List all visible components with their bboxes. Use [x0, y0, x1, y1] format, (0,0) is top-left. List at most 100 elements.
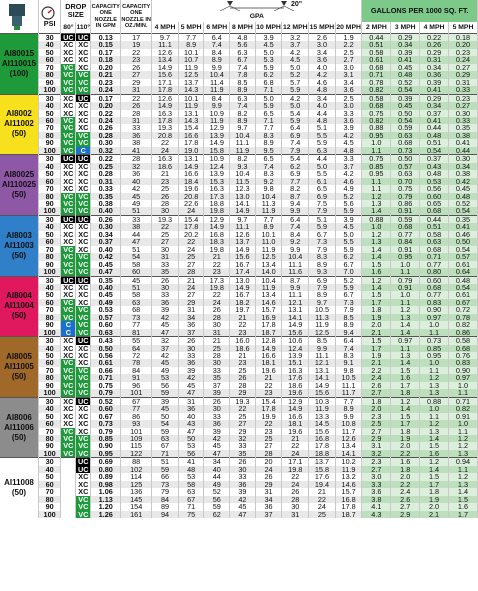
gpa-cell: 7.9: [335, 306, 363, 314]
gal-cell: 0.48: [419, 170, 449, 178]
gpa-cell: 10.1: [178, 48, 205, 57]
gal-cell: 1.0: [390, 291, 421, 299]
gpa-cell: 17.1: [151, 78, 179, 87]
drop-size-badge: XC: [75, 420, 92, 428]
gal-cell: 0.82: [361, 86, 392, 95]
gpa-cell: 30: [229, 465, 256, 474]
gpa-cell: 9.9: [281, 245, 310, 254]
gal-cell: 0.34: [390, 41, 421, 49]
gal-cell: 1.2: [448, 473, 478, 481]
drop-size-badge: VC: [60, 139, 77, 147]
psi-cell: 90: [38, 381, 62, 390]
gpa-cell: 13.9: [203, 131, 231, 140]
gal-cell: 0.29: [390, 33, 421, 42]
gpm-cell: 0.52: [90, 396, 122, 406]
rate-table: PSI DROP SIZE CAPACITY ONE NOZZLE IN GPM…: [0, 0, 478, 518]
gpa-cell: 15.4: [178, 124, 205, 132]
gal-cell: 1.5: [361, 260, 392, 269]
gal-cell: 2.4: [361, 374, 392, 382]
gpa-cell: 42: [229, 495, 256, 504]
gpa-cell: 5.2: [335, 192, 363, 200]
drop-size-badge: XC: [60, 344, 77, 353]
gpa-cell: 10.7: [178, 56, 205, 64]
table-row: 50 XC XC 0.45 58 33 27 22 16.7 13.4 11.1 8.9 6.7 1.5 1…: [0, 291, 478, 299]
gpa-cell: 19.3: [151, 214, 179, 224]
gal-cell: 2.9: [390, 510, 421, 518]
gal-cell: 0.37: [419, 154, 449, 163]
drop-size-badge: XC: [75, 298, 92, 307]
gpa-cell: 19.8: [203, 283, 231, 292]
gpm-cell: 0.20: [90, 102, 122, 110]
gpa-cell: 11.6: [281, 268, 310, 276]
gal-cell: 0.46: [448, 230, 478, 239]
gal-cell: 0.75: [361, 154, 392, 163]
gpa-cell: 7.9: [308, 245, 336, 254]
gpa-cell: 10.4: [203, 71, 231, 79]
gpa-cell: 10.1: [255, 230, 283, 239]
gal-cell: 1.4: [390, 321, 421, 329]
table-row: 70 VC VC 0.53 68 39 31 26 19.7 15.7 13.1 10.5 7.9 1.8…: [0, 306, 478, 314]
gpa-cell: 22: [203, 260, 231, 269]
gpa-cell: 2.2: [335, 41, 363, 49]
gpa-cell: 37: [203, 381, 231, 390]
gpm-cell: 1.20: [90, 503, 122, 511]
drop-size-badge: VC: [75, 199, 92, 208]
gal-cell: 0.34: [448, 162, 478, 171]
gpa-cell: 4.0: [308, 63, 336, 72]
gpa-cell: 49: [203, 480, 231, 489]
drop-size-badge: UC: [75, 336, 92, 345]
gal-cell: 0.33: [448, 86, 478, 95]
gpa-cell: 14.9: [203, 139, 231, 147]
gal-cell: 0.95: [390, 253, 421, 261]
drop-size-badge: [60, 457, 77, 466]
psi-label: PSI: [43, 18, 56, 28]
gpa-cell: 7.4: [281, 223, 310, 231]
gpa-cell: 8.3: [255, 170, 283, 178]
gpa-cell: 8.9: [203, 56, 231, 64]
gpa-cell: 13.7: [178, 78, 205, 87]
gpa-cell: 63: [178, 488, 205, 496]
gpa-cell: 14.9: [229, 245, 256, 254]
gpa-cell: 24: [178, 207, 205, 216]
gpa-cell: 22: [178, 238, 205, 246]
gpa-cell: 5.1: [308, 214, 336, 224]
gal-cell: 1.3: [419, 427, 449, 436]
gpa-cell: 15.6: [229, 253, 256, 261]
gpa-cell: 19.9: [255, 412, 283, 421]
gpa-cell: 19.7: [229, 306, 256, 314]
gpa-cell: 39: [203, 389, 231, 398]
gpa-cell: 36: [178, 405, 205, 413]
gpa-cell: 14.1: [308, 374, 336, 382]
drop-size-badge: XC: [75, 102, 92, 110]
oz-cell: 44: [120, 230, 153, 239]
gal-cell: 0.54: [390, 86, 421, 95]
gpa-cell: 12.5: [178, 71, 205, 79]
drop-size-badge: VC: [60, 86, 77, 95]
oz-cell: 136: [120, 488, 153, 496]
gpa-cell: 30: [203, 321, 231, 329]
oz-cell: 72: [120, 352, 153, 360]
gpa-cell: 13.9: [203, 170, 231, 178]
gpa-cell: 14.9: [151, 63, 179, 72]
gpa-cell: 3.2: [281, 33, 310, 42]
psi-cell: 70: [38, 63, 62, 72]
gal-cell: 0.44: [448, 146, 478, 155]
gpa-cell: 4.2: [308, 71, 336, 79]
psi-cell: 30: [38, 457, 62, 466]
oz-cell: 81: [120, 328, 153, 337]
gpa-cell: 17.8: [151, 116, 179, 125]
gal-cell: 1.8: [390, 465, 421, 474]
drop-size-badge: XC: [75, 56, 92, 64]
gpa-cell: 30: [178, 344, 205, 353]
gal-cell: 1.9: [419, 495, 449, 504]
drop-size-badge: XC: [75, 427, 92, 436]
gpa-cell: 11.1: [281, 260, 310, 269]
gal-cell: 0.78: [361, 78, 392, 87]
gpa-cell: 44: [203, 473, 231, 481]
drop-size-badge: VC: [75, 192, 92, 200]
psi-cell: 60: [38, 298, 62, 307]
table-row: AI11008 (50) 30 UC 0.69 88 51 41 34 26 20 17.1 13.7 1…: [0, 457, 478, 518]
gpa-cell: 13.1: [308, 366, 336, 375]
gal-cell: 2.0: [390, 473, 421, 481]
gpa-cell: 26: [229, 374, 256, 382]
